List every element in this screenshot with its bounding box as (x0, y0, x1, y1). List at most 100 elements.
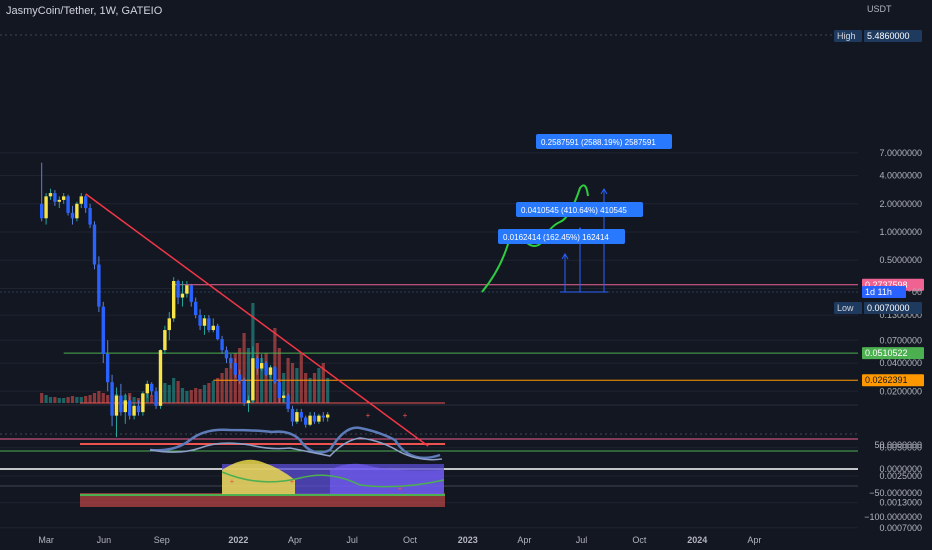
volume-bar (106, 395, 110, 403)
candle-body (259, 363, 264, 369)
countdown-tail: 00 (912, 287, 922, 297)
orange-level-badge-bg (862, 374, 924, 387)
volume-bar (326, 378, 330, 403)
volume-bar (145, 394, 149, 403)
candle-body (273, 367, 277, 383)
pink-level-badge: 0.2737598 (865, 280, 908, 290)
volume-bar (84, 396, 88, 403)
volume-bar (246, 348, 251, 403)
candle-body (158, 350, 163, 406)
candle-body (255, 358, 259, 369)
osc-tick-label: 0.0000000 (879, 464, 922, 474)
candle-body (101, 306, 105, 354)
volume-bar (185, 391, 189, 403)
price-tick-label: 0.5000000 (879, 255, 922, 265)
osc-signal-line (149, 437, 443, 461)
high-tag: High (837, 31, 856, 41)
candle-body (224, 350, 229, 359)
price-tick-label: 2.0000000 (879, 199, 922, 209)
candle-body (145, 383, 149, 394)
volume-bar (216, 378, 220, 403)
green-level-badge-bg (862, 347, 924, 360)
candle-body (193, 301, 198, 316)
candle-body (171, 281, 176, 319)
volume-bar (70, 396, 75, 403)
volume-bar (40, 393, 44, 403)
green-level-badge: 0.0510522 (865, 348, 908, 358)
osc-signal-mark: + (403, 411, 408, 420)
horizontal-levels (63, 284, 858, 381)
symbol-title: JasmyCoin/Tether, 1W, GATEIO (6, 5, 163, 17)
low-tag: Low (837, 303, 854, 313)
candle-body (176, 281, 180, 298)
candle-body (317, 415, 321, 422)
volume-bar (66, 397, 70, 403)
volume-bar (220, 373, 224, 403)
time-tick-label: Oct (403, 535, 418, 545)
measurement-label-box (536, 134, 672, 149)
volume-bar (224, 368, 229, 403)
price-tick-label: 0.0025000 (879, 471, 922, 481)
grid (0, 34, 858, 529)
volume-bar (304, 373, 308, 403)
candle-body (220, 339, 224, 351)
candle-body (83, 196, 88, 209)
candle-body (264, 363, 268, 375)
time-tick-label: 2024 (687, 535, 707, 545)
volume-bar (295, 368, 299, 403)
candle-body (207, 318, 211, 331)
candle-body (123, 400, 127, 413)
volume-bar (97, 391, 101, 403)
candle-body (299, 412, 303, 418)
volume-bar (180, 388, 185, 403)
candle-body (136, 405, 141, 413)
osc-signal-mark: + (290, 477, 295, 486)
volume-bar (79, 397, 83, 403)
candle-body (308, 415, 312, 425)
volume-bar (53, 397, 57, 403)
low-tag-bg (834, 302, 862, 314)
time-tick-label: Oct (632, 535, 647, 545)
candle-body (246, 400, 251, 404)
volume-bar (48, 397, 53, 403)
volume-bar (75, 397, 79, 403)
candle-body (119, 395, 123, 413)
descending-trendline (85, 193, 429, 447)
volume-bar (321, 363, 325, 403)
candle-body (48, 193, 53, 197)
osc-tick-label: −100.0000000 (864, 512, 922, 522)
low-value-badge: 0.0070000 (867, 303, 910, 313)
oscillator-pane: + + + + + (0, 411, 858, 507)
measurement-label: 0.0410545 (410.64%) 410545 (521, 206, 627, 215)
candle-body (154, 391, 158, 406)
price-tick-label: 1.0000000 (879, 227, 922, 237)
candle-body (303, 417, 308, 425)
osc-tick-label: −50.0000000 (869, 488, 922, 498)
measurement-label-box (498, 229, 625, 244)
candle-body (127, 400, 132, 416)
osc-green-wave (221, 471, 445, 488)
candle-body (286, 395, 290, 409)
candle-body (185, 285, 189, 294)
candle-body (149, 383, 154, 392)
candle-body (321, 415, 325, 418)
countdown-badge: 1d 11h (865, 287, 892, 297)
time-tick-label: 2023 (458, 535, 478, 545)
price-tick-label: 0.1300000 (879, 310, 922, 320)
candle-body (53, 193, 57, 202)
volume-bar (312, 373, 317, 403)
time-tick-label: Jul (346, 535, 358, 545)
time-tick-label: Mar (38, 535, 54, 545)
price-tick-label: 0.0007000 (879, 523, 922, 533)
volume-bar (299, 353, 303, 403)
candle-body (44, 196, 48, 219)
volume-bar (290, 363, 295, 403)
candle-body (79, 196, 83, 204)
candle-body (163, 330, 167, 351)
countdown-badge-bg (862, 286, 906, 298)
price-tick-label: 7.0000000 (879, 148, 922, 158)
osc-signal-mark: + (230, 477, 235, 486)
time-tick-label: Apr (517, 535, 531, 545)
candle-body (281, 395, 286, 398)
